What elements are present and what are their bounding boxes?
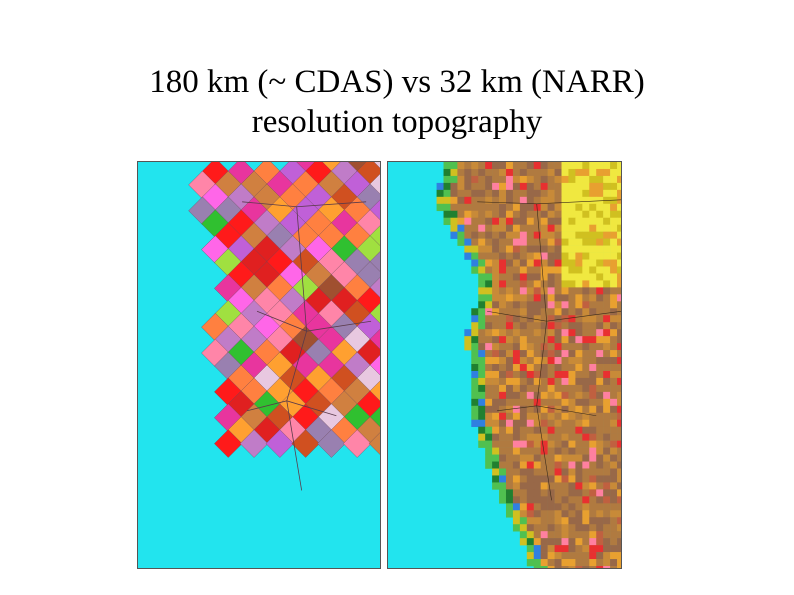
title-line-1: 180 km (~ CDAS) vs 32 km (NARR) — [149, 64, 645, 100]
fine-map-graphic — [436, 162, 621, 568]
coarse-map-graphic — [188, 162, 380, 491]
coarse-topography-map — [137, 161, 381, 569]
slide-title: 180 km (~ CDAS) vs 32 km (NARR) resoluti… — [0, 62, 794, 142]
coarse-grid-cells — [188, 162, 380, 458]
fine-grid-cells — [436, 162, 621, 568]
title-line-2: resolution topography — [251, 104, 543, 140]
fine-topography-map — [387, 161, 622, 569]
